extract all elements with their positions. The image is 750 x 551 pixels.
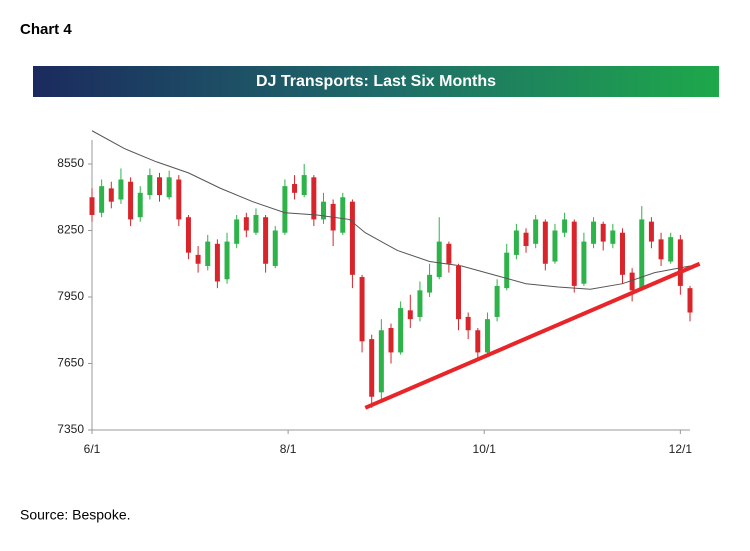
candle-body xyxy=(398,308,404,353)
candle-body xyxy=(436,241,442,278)
candle-body xyxy=(668,237,674,262)
y-tick-label: 7350 xyxy=(57,422,84,436)
candle-body xyxy=(253,214,259,233)
moving-average xyxy=(91,130,691,290)
candle-body xyxy=(619,232,625,275)
candle-body xyxy=(388,328,394,353)
y-tick-label: 7950 xyxy=(57,289,84,303)
candle-body xyxy=(147,175,153,196)
candle-body xyxy=(513,230,519,255)
candle-body xyxy=(591,221,597,244)
candle-body xyxy=(484,319,490,353)
candle-body xyxy=(677,239,683,286)
source: Source: Bespoke. xyxy=(20,507,131,523)
candle-body xyxy=(243,217,249,231)
x-tick-label: 8/1 xyxy=(280,442,297,456)
candle-body xyxy=(446,243,452,264)
candle-body xyxy=(533,219,539,244)
x-tick-label: 12/1 xyxy=(669,442,693,456)
candle-body xyxy=(185,217,191,253)
candle-body xyxy=(137,192,143,218)
candle-body xyxy=(118,179,124,200)
candle-body xyxy=(340,197,346,233)
candle-body xyxy=(234,219,240,244)
candle-body xyxy=(629,272,635,291)
candle-body xyxy=(494,285,500,317)
candle-body xyxy=(205,241,211,266)
candle-body xyxy=(157,177,163,196)
candle-body xyxy=(504,252,510,289)
candle-body xyxy=(456,265,462,320)
trendline xyxy=(364,261,701,410)
candle-body xyxy=(311,177,317,220)
candle-body xyxy=(687,288,693,313)
candle-body xyxy=(272,230,278,266)
candle-body xyxy=(417,290,423,317)
candle-body xyxy=(359,277,365,342)
candle-body xyxy=(523,232,529,247)
candle-body xyxy=(99,186,105,213)
y-tick-label: 8250 xyxy=(57,223,84,237)
candle-body xyxy=(639,219,645,289)
candle-body xyxy=(648,221,654,242)
candle-body xyxy=(108,188,114,202)
title-banner xyxy=(33,66,719,97)
candle-body xyxy=(407,310,413,320)
candle-body xyxy=(465,316,471,331)
candle-body xyxy=(176,179,182,220)
candle-body xyxy=(378,330,384,393)
candle-body xyxy=(571,221,577,286)
candle-body xyxy=(224,241,230,280)
candle-body xyxy=(89,197,95,215)
candle-body xyxy=(600,223,606,242)
candle-body xyxy=(349,201,355,275)
x-tick-label: 10/1 xyxy=(473,442,497,456)
candle-body xyxy=(320,201,326,220)
candle-body xyxy=(552,230,558,262)
candle-body xyxy=(301,175,307,196)
candle-body xyxy=(214,243,220,282)
chart-title: DJ Transports: Last Six Months xyxy=(256,73,496,90)
candle-body xyxy=(658,239,664,260)
candle-body xyxy=(128,181,134,220)
candle-body xyxy=(369,339,375,397)
candle-body xyxy=(263,217,269,264)
x-tick-label: 6/1 xyxy=(84,442,101,456)
candle-body xyxy=(542,221,548,264)
candle-body xyxy=(166,177,172,198)
candle-body xyxy=(292,183,298,193)
y-tick-label: 7650 xyxy=(57,356,84,370)
candle-body xyxy=(562,219,568,233)
candle-body xyxy=(427,274,433,293)
candle-body xyxy=(581,241,587,284)
candle-body xyxy=(610,230,616,244)
y-tick-label: 8550 xyxy=(57,156,84,170)
candle-body xyxy=(282,186,288,233)
header: Chart 4 xyxy=(20,21,72,38)
candle-body xyxy=(475,330,481,353)
candle-body xyxy=(195,254,201,264)
